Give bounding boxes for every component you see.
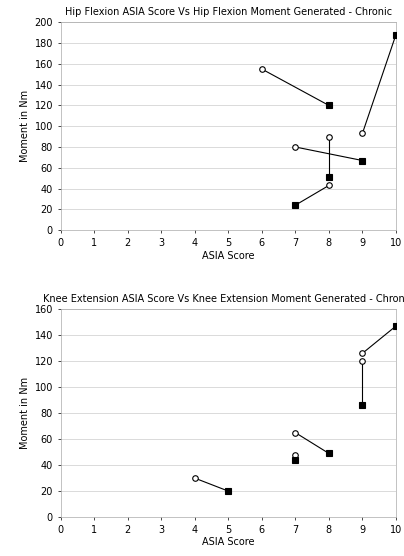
X-axis label: ASIA Score: ASIA Score bbox=[202, 538, 255, 548]
Title: Hip Flexion ASIA Score Vs Hip Flexion Moment Generated - Chronic: Hip Flexion ASIA Score Vs Hip Flexion Mo… bbox=[65, 7, 392, 17]
Title: Knee Extension ASIA Score Vs Knee Extension Moment Generated - Chronic: Knee Extension ASIA Score Vs Knee Extens… bbox=[43, 294, 404, 304]
Y-axis label: Moment in Nm: Moment in Nm bbox=[20, 90, 30, 162]
X-axis label: ASIA Score: ASIA Score bbox=[202, 251, 255, 261]
Y-axis label: Moment in Nm: Moment in Nm bbox=[20, 377, 30, 449]
